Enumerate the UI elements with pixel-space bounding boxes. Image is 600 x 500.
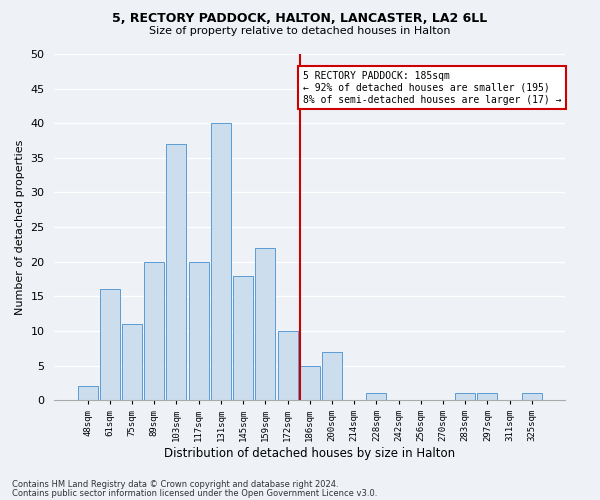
Bar bbox=[122, 324, 142, 400]
Bar bbox=[478, 393, 497, 400]
Y-axis label: Number of detached properties: Number of detached properties bbox=[15, 140, 25, 315]
X-axis label: Distribution of detached houses by size in Halton: Distribution of detached houses by size … bbox=[164, 447, 455, 460]
Text: 5 RECTORY PADDOCK: 185sqm
← 92% of detached houses are smaller (195)
8% of semi-: 5 RECTORY PADDOCK: 185sqm ← 92% of detac… bbox=[303, 72, 562, 104]
Bar bbox=[256, 248, 275, 400]
Text: Size of property relative to detached houses in Halton: Size of property relative to detached ho… bbox=[149, 26, 451, 36]
Bar bbox=[188, 262, 209, 400]
Text: 5, RECTORY PADDOCK, HALTON, LANCASTER, LA2 6LL: 5, RECTORY PADDOCK, HALTON, LANCASTER, L… bbox=[112, 12, 488, 26]
Bar bbox=[166, 144, 187, 400]
Bar bbox=[100, 290, 120, 400]
Text: Contains public sector information licensed under the Open Government Licence v3: Contains public sector information licen… bbox=[12, 489, 377, 498]
Bar bbox=[322, 352, 342, 400]
Bar bbox=[367, 393, 386, 400]
Bar bbox=[211, 123, 231, 400]
Bar bbox=[233, 276, 253, 400]
Bar bbox=[300, 366, 320, 400]
Bar bbox=[278, 331, 298, 400]
Text: Contains HM Land Registry data © Crown copyright and database right 2024.: Contains HM Land Registry data © Crown c… bbox=[12, 480, 338, 489]
Bar bbox=[522, 393, 542, 400]
Bar bbox=[77, 386, 98, 400]
Bar bbox=[455, 393, 475, 400]
Bar bbox=[144, 262, 164, 400]
